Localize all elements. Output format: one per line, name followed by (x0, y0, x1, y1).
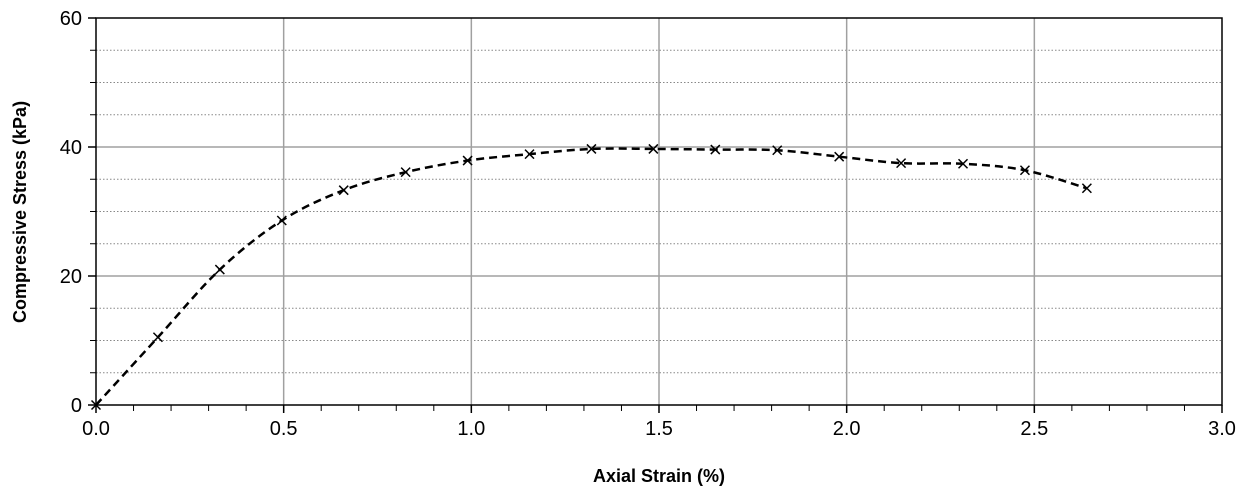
y-tick-label: 20 (60, 266, 82, 288)
axes (88, 18, 1222, 413)
data-point-marker (153, 333, 162, 342)
series-line (96, 149, 1087, 405)
y-tick-label: 0 (71, 395, 82, 417)
x-tick-label: 1.5 (645, 418, 673, 440)
x-tick-label: 2.0 (833, 418, 861, 440)
series-layer (92, 144, 1092, 409)
y-tick-label: 60 (60, 8, 82, 30)
y-axis-title: Compressive Stress (kPa) (10, 101, 30, 323)
data-point-marker (215, 265, 224, 274)
x-tick-label: 1.0 (457, 418, 485, 440)
tick-labels: 0.0 0.5 1.0 1.5 2.0 2.5 3.0 0 20 40 60 (60, 8, 1236, 440)
x-tick-label: 2.5 (1020, 418, 1048, 440)
grid (96, 18, 1222, 405)
x-tick-label: 0.5 (270, 418, 298, 440)
x-tick-label: 3.0 (1208, 418, 1236, 440)
y-tick-label: 40 (60, 137, 82, 159)
x-tick-label: 0.0 (82, 418, 110, 440)
data-point-marker (277, 216, 286, 225)
x-axis-title: Axial Strain (%) (593, 466, 725, 486)
